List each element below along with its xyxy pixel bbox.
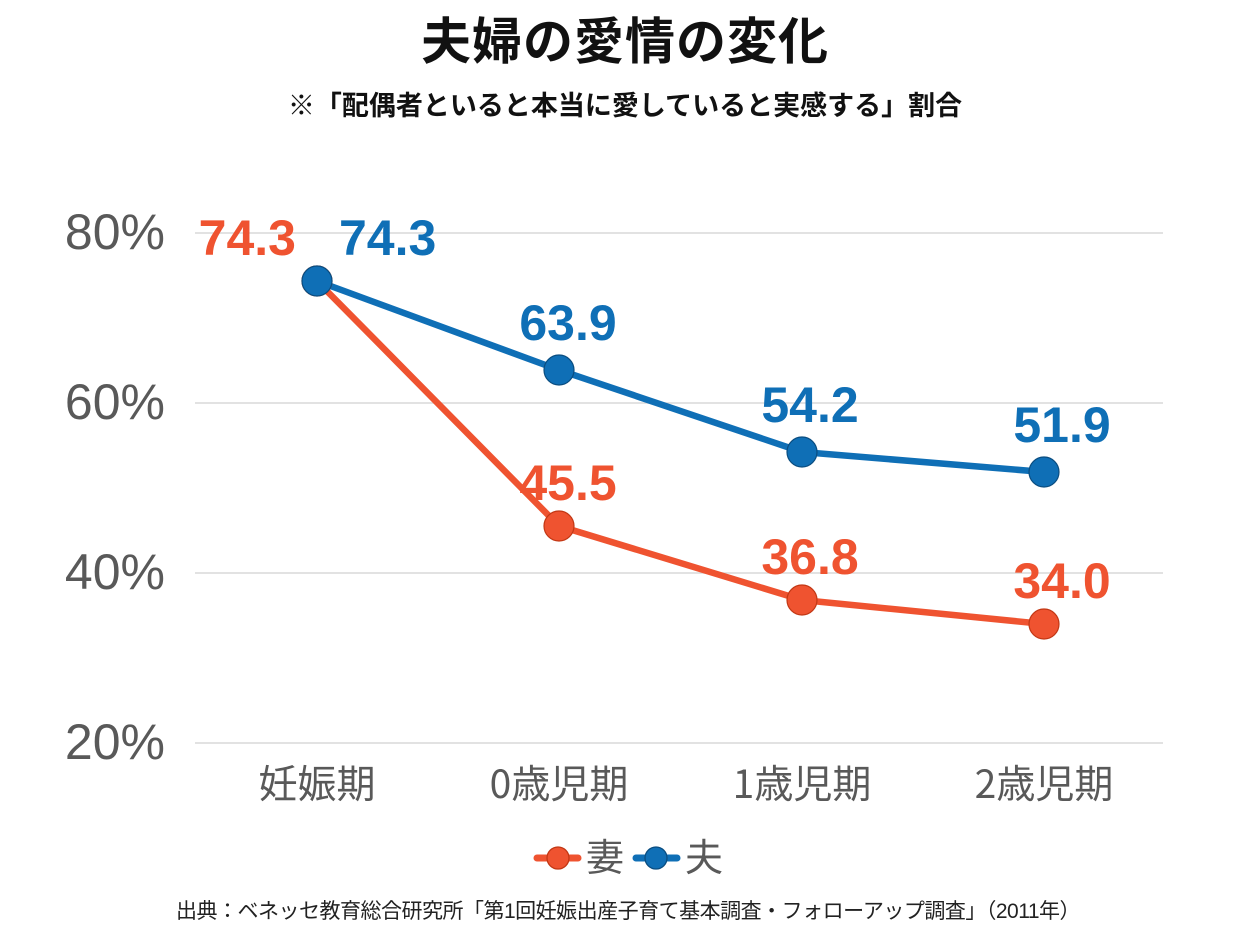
- svg-text:妊娠期: 妊娠期: [258, 754, 375, 810]
- svg-text:2歳児期: 2歳児期: [975, 754, 1114, 810]
- svg-text:80%: 80%: [65, 204, 165, 260]
- svg-text:34.0: 34.0: [1013, 553, 1110, 609]
- svg-text:0歳児期: 0歳児期: [490, 754, 629, 810]
- svg-text:60%: 60%: [65, 374, 165, 430]
- svg-text:63.9: 63.9: [519, 295, 616, 351]
- svg-text:40%: 40%: [65, 544, 165, 600]
- svg-text:夫: 夫: [685, 827, 723, 882]
- svg-text:妻: 妻: [586, 827, 624, 882]
- svg-text:45.5: 45.5: [519, 455, 616, 511]
- svg-text:54.2: 54.2: [761, 377, 858, 433]
- svg-text:51.9: 51.9: [1013, 397, 1110, 453]
- svg-text:74.3: 74.3: [199, 210, 296, 266]
- svg-text:1歳児期: 1歳児期: [733, 754, 872, 810]
- svg-text:74.3: 74.3: [339, 210, 436, 266]
- svg-text:36.8: 36.8: [761, 529, 858, 585]
- svg-text:20%: 20%: [65, 714, 165, 770]
